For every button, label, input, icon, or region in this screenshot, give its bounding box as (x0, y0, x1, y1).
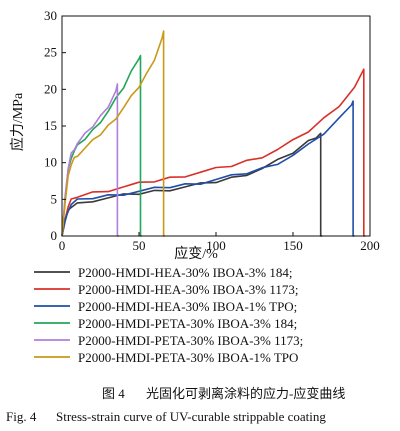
y-tick-label: 15 (44, 118, 57, 133)
caption-cn-text: 光固化可剥离涂料的应力-应变曲线 (146, 386, 345, 401)
legend-label: P2000-HMDI-HEA-30% IBOA-3% 184; (78, 265, 292, 280)
legend: P2000-HMDI-HEA-30% IBOA-3% 184; P2000-HMD… (34, 265, 303, 365)
y-tick-label: 25 (44, 45, 57, 60)
legend-item-5: P2000-HMDI-PETA-30% IBOA-3% 1173; (34, 333, 303, 348)
y-tick-label: 10 (44, 155, 57, 170)
y-axis-title: 应力/MPa (9, 92, 26, 151)
legend-label: P2000-HMDI-PETA-30% IBOA-1% TPO (78, 350, 298, 365)
legend-item-2: P2000-HMDI-HEA-30% IBOA-3% 1173; (34, 282, 299, 297)
x-tick-label: 0 (59, 238, 66, 253)
series-line-3 (61, 100, 355, 237)
series-line-6 (61, 30, 166, 237)
figure-caption: 图 4 光固化可剥离涂料的应力-应变曲线 Fig. 4 Stress-strai… (6, 386, 345, 424)
y-tick-label: 20 (44, 81, 57, 96)
series-line-4 (61, 54, 143, 237)
caption-cn-label: 图 4 (102, 386, 125, 401)
legend-label: P2000-HMDI-PETA-30% IBOA-3% 1173; (78, 333, 303, 348)
legend-item-6: P2000-HMDI-PETA-30% IBOA-1% TPO (34, 350, 298, 365)
legend-label: P2000-HMDI-HEA-30% IBOA-3% 1173; (78, 282, 299, 297)
caption-en-text: Stress-strain curve of UV-curable stripp… (56, 409, 326, 424)
x-tick-label: 50 (133, 238, 146, 253)
caption-en-label: Fig. 4 (6, 409, 37, 424)
axes: 0 50 100 150 200 0 5 10 15 20 25 30 (44, 8, 380, 253)
series-line-1 (61, 132, 323, 237)
legend-label: P2000-HMDI-PETA-30% IBOA-3% 184; (78, 316, 297, 331)
x-axis-title: 应变/% (174, 245, 218, 262)
legend-item-1: P2000-HMDI-HEA-30% IBOA-3% 184; (34, 265, 292, 280)
x-tick-label: 100 (206, 238, 226, 253)
y-tick-label: 30 (44, 8, 57, 23)
x-tick-label: 150 (283, 238, 303, 253)
y-tick-label: 0 (51, 228, 58, 243)
plot-area (61, 30, 366, 237)
legend-label: P2000-HMDI-HEA-30% IBOA-1% TPO; (78, 299, 297, 314)
x-tick-label: 200 (360, 238, 380, 253)
y-tick-label: 5 (51, 191, 58, 206)
legend-item-4: P2000-HMDI-PETA-30% IBOA-3% 184; (34, 316, 297, 331)
series-line-2 (61, 68, 366, 237)
series-line-5 (61, 83, 119, 237)
legend-item-3: P2000-HMDI-HEA-30% IBOA-1% TPO; (34, 299, 297, 314)
